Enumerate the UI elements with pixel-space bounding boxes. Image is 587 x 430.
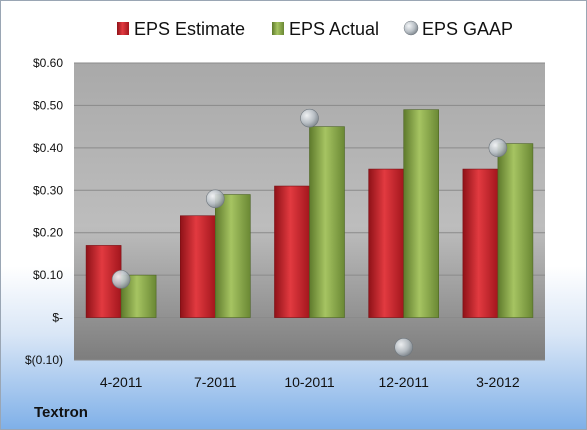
y-tick-label: $0.40 bbox=[33, 141, 63, 155]
bars bbox=[85, 109, 534, 318]
x-axis-ticks: 4-2011 7-2011 10-2011 12-2011 3-2012 bbox=[100, 374, 520, 390]
y-tick-label: $0.50 bbox=[33, 98, 63, 112]
eps-actual-bar bbox=[403, 109, 440, 318]
eps-gaap-point bbox=[300, 108, 319, 128]
eps-actual-bar bbox=[497, 143, 534, 318]
legend: EPS Estimate EPS Actual EPS GAAP bbox=[117, 19, 513, 39]
eps-actual-bar bbox=[309, 126, 345, 318]
y-tick-label: $0.20 bbox=[33, 226, 63, 240]
x-tick-label: 7-2011 bbox=[194, 374, 237, 390]
y-tick-label: $0.60 bbox=[33, 56, 63, 70]
y-axis-ticks: $0.60 $0.50 $0.40 $0.30 $0.20 $0.10 $- $(0.10) bbox=[25, 56, 63, 367]
eps-estimate-bar bbox=[274, 185, 310, 318]
legend-label: EPS Actual bbox=[289, 19, 379, 39]
y-tick-label: $- bbox=[52, 311, 63, 325]
eps-estimate-bar bbox=[368, 168, 405, 318]
gaap-points bbox=[111, 108, 508, 357]
eps-gaap-point bbox=[206, 189, 225, 209]
legend-swatch bbox=[403, 20, 419, 36]
x-tick-label: 4-2011 bbox=[100, 374, 143, 390]
y-tick-label: $0.10 bbox=[33, 268, 63, 282]
eps-actual-bar bbox=[215, 194, 251, 318]
y-tick-label: $0.30 bbox=[33, 183, 63, 197]
x-tick-label: 3-2012 bbox=[476, 374, 520, 390]
legend-swatch bbox=[117, 22, 129, 35]
eps-estimate-bar bbox=[180, 215, 216, 318]
eps-gaap-point bbox=[394, 337, 414, 357]
eps-estimate-bar bbox=[462, 168, 499, 318]
legend-swatch bbox=[272, 22, 284, 35]
eps-gaap-point bbox=[111, 270, 131, 289]
company-label: Textron bbox=[34, 404, 88, 421]
eps-gaap-point bbox=[488, 138, 508, 158]
legend-label: EPS Estimate bbox=[134, 19, 245, 39]
legend-label: EPS GAAP bbox=[422, 19, 513, 39]
x-tick-label: 12-2011 bbox=[379, 374, 430, 390]
y-tick-label: $(0.10) bbox=[25, 353, 63, 367]
x-tick-label: 10-2011 bbox=[284, 374, 335, 390]
